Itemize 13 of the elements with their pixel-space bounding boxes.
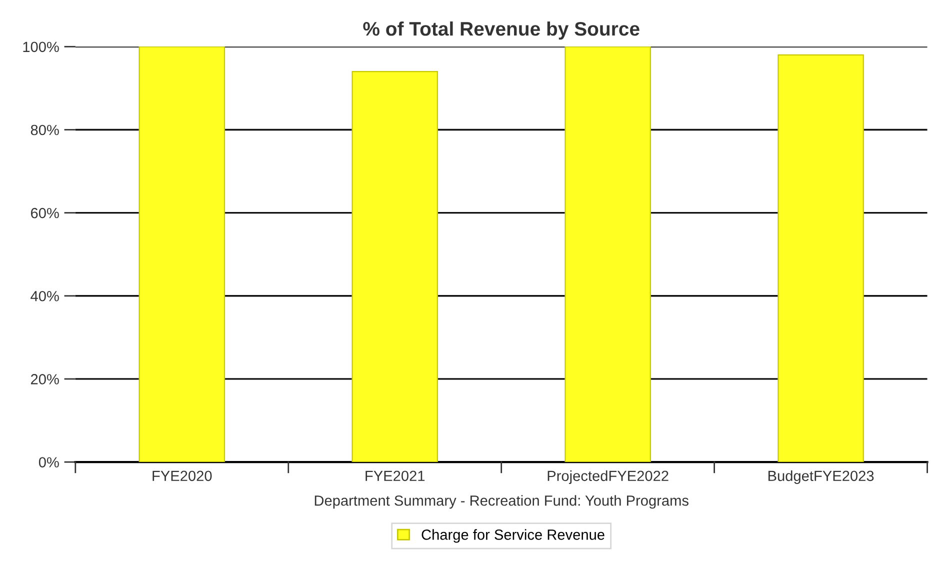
y-tick-label: 100% [23, 42, 59, 52]
x-tick-label: FYE2021 [366, 470, 425, 482]
y-tick-label: 40% [30, 290, 59, 302]
y-tick-label: 60% [30, 208, 59, 218]
x-tick-label: BudgetFYE2023 [768, 470, 874, 484]
x-axis-title: Department Summary - Recreation Fund: Youth Programs [314, 495, 688, 509]
x-tick-label: FYE2020 [152, 470, 212, 482]
x-tick-label: ProjectedFYE2022 [548, 470, 668, 484]
y-tick-label: 0% [38, 457, 59, 468]
y-tick-label: 20% [30, 374, 59, 384]
y-tick-label: 80% [30, 124, 59, 136]
legend-label: Charge for Service Revenue [422, 529, 604, 543]
chart-title: % of Total Revenue by Source [363, 21, 640, 40]
